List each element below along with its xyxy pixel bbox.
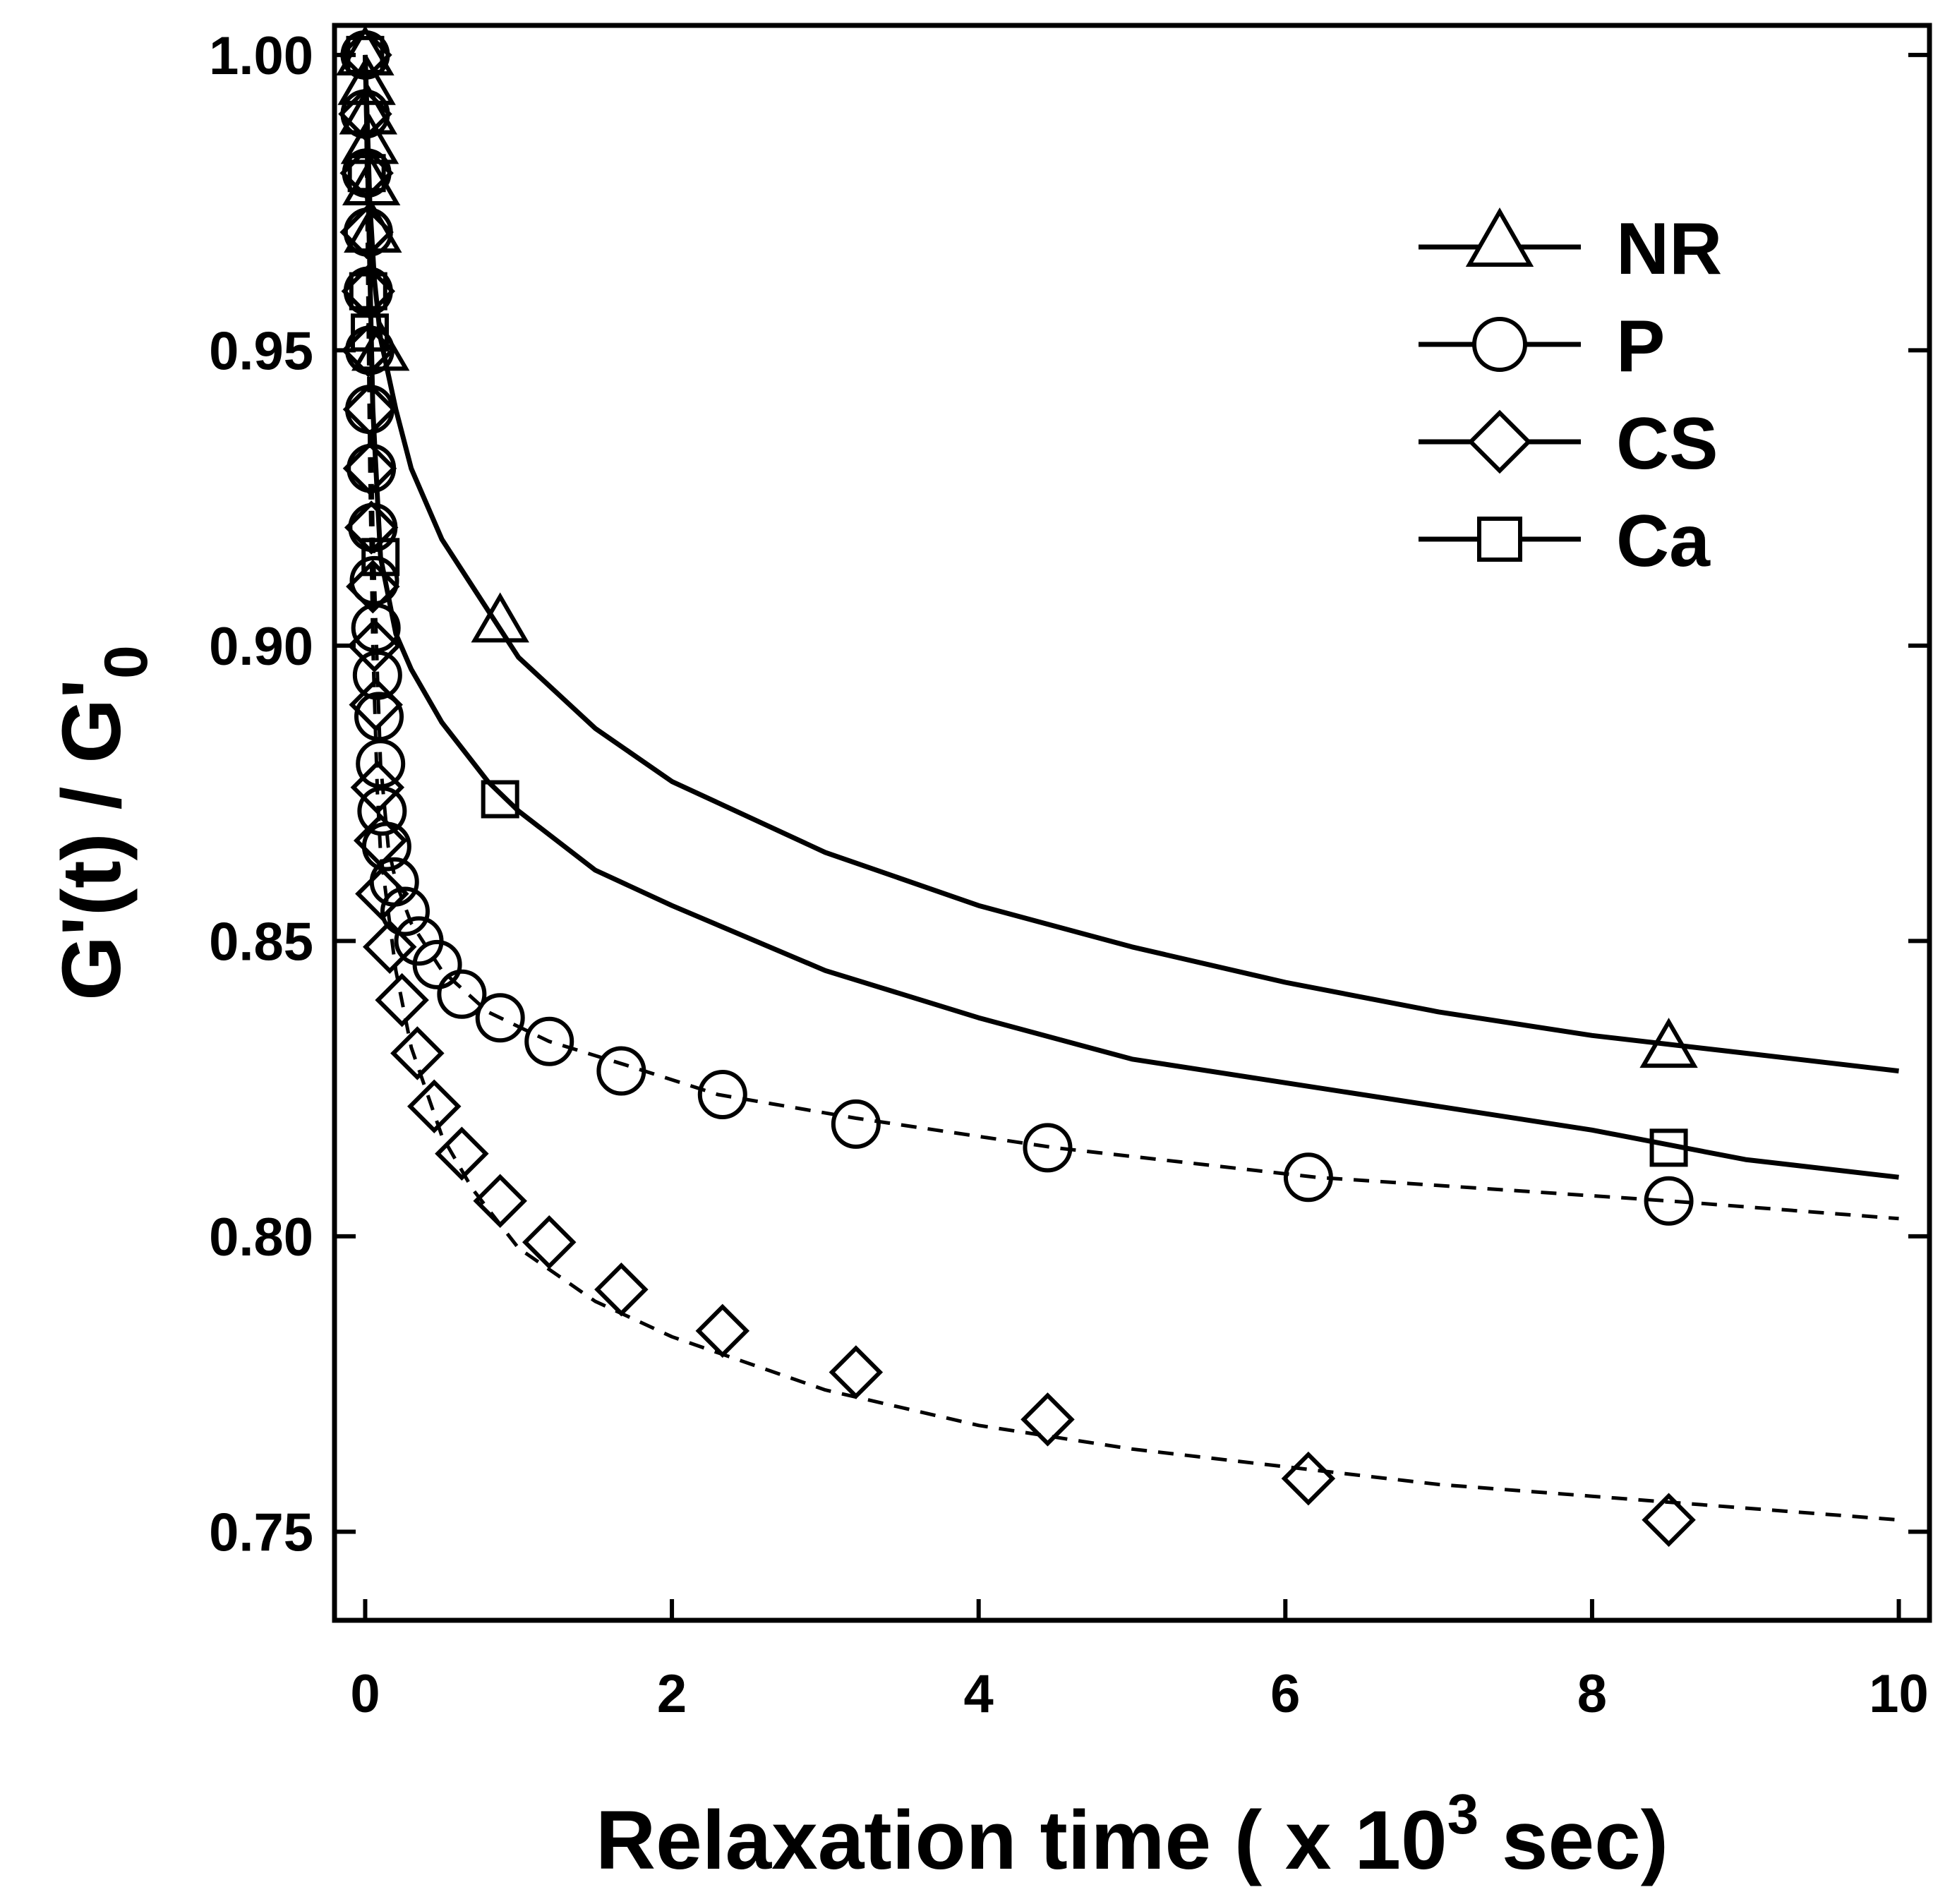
legend-item-nr: NR bbox=[1419, 207, 1722, 290]
data-point-p bbox=[1644, 1176, 1694, 1226]
data-point-cs bbox=[353, 813, 408, 868]
legend-label-ca: Ca bbox=[1616, 500, 1711, 582]
x-axis-title: Relaxation time ( x 103 sec) bbox=[596, 1783, 1668, 1887]
data-point-ca bbox=[481, 780, 519, 819]
data-point-nr bbox=[337, 54, 396, 105]
x-tick-label: 4 bbox=[964, 1664, 994, 1724]
data-point-cs bbox=[375, 972, 429, 1028]
data-point-p bbox=[524, 1016, 574, 1066]
legend-square-marker bbox=[1477, 517, 1522, 562]
y-axis-title-main: G'(t) / G' bbox=[45, 679, 138, 1001]
data-point-cs bbox=[344, 500, 399, 555]
legend-circle-marker bbox=[1472, 317, 1527, 372]
data-point-p bbox=[354, 692, 404, 742]
legend-item-ca: Ca bbox=[1419, 500, 1711, 582]
legend-item-p: P bbox=[1419, 306, 1665, 387]
data-point-nr bbox=[471, 592, 529, 643]
x-tick-label: 6 bbox=[1270, 1664, 1300, 1724]
data-point-cs bbox=[435, 1126, 489, 1181]
data-point-cs bbox=[350, 760, 405, 815]
data-point-p bbox=[831, 1099, 881, 1149]
x-axis-title-main: Relaxation time ( x 10 bbox=[596, 1794, 1447, 1887]
axis-ticks: 0 2 4 6 8 10 0.75 0.80 0.85 0.90 0.95 1.00 bbox=[209, 26, 1929, 1724]
data-point-p bbox=[356, 739, 406, 789]
data-point-ca bbox=[361, 538, 400, 577]
x-tick-label: 2 bbox=[657, 1664, 687, 1724]
legend: NR P CS Ca bbox=[1419, 207, 1722, 582]
data-point-cs bbox=[407, 1079, 462, 1134]
legend-label-nr: NR bbox=[1616, 208, 1722, 290]
data-point-p bbox=[1283, 1152, 1333, 1203]
data-point-p bbox=[352, 650, 402, 700]
data-point-p bbox=[475, 993, 525, 1043]
data-point-p bbox=[1023, 1123, 1073, 1173]
plot-frame bbox=[332, 23, 1932, 1623]
data-point-cs bbox=[829, 1345, 884, 1399]
data-point-cs bbox=[1020, 1392, 1075, 1447]
y-axis-title: G'(t) / G'0 bbox=[45, 645, 160, 1001]
data-point-cs bbox=[339, 205, 394, 260]
legend-triangle-marker bbox=[1465, 207, 1534, 267]
data-point-nr bbox=[1639, 1018, 1698, 1068]
y-tick-label: 0.95 bbox=[209, 321, 313, 381]
y-axis-title-subscript: 0 bbox=[92, 645, 160, 679]
y-tick-label: 0.90 bbox=[209, 617, 313, 677]
data-point-cs bbox=[390, 1026, 445, 1080]
data-point-cs bbox=[346, 559, 400, 614]
data-point-ca bbox=[1649, 1128, 1688, 1167]
y-tick-label: 0.85 bbox=[209, 912, 313, 972]
data-point-cs bbox=[362, 920, 417, 975]
data-point-p bbox=[357, 786, 407, 836]
y-tick-label: 0.75 bbox=[209, 1502, 313, 1562]
legend-diamond-marker bbox=[1467, 409, 1532, 474]
data-point-cs bbox=[522, 1215, 577, 1270]
data-point-cs bbox=[342, 441, 397, 496]
fit-curve-ca bbox=[363, 54, 1899, 1180]
data-point-cs bbox=[355, 867, 409, 921]
data-point-cs bbox=[349, 677, 403, 732]
x-axis-title-superscript: 3 bbox=[1447, 1783, 1479, 1845]
legend-item-cs: CS bbox=[1419, 403, 1718, 485]
x-tick-label: 0 bbox=[350, 1664, 380, 1724]
data-point-cs bbox=[347, 618, 402, 673]
data-point-ca bbox=[347, 154, 386, 193]
data-point-cs bbox=[338, 87, 392, 141]
data-point-p bbox=[380, 886, 430, 936]
data-point-cs bbox=[695, 1303, 750, 1358]
data-point-p bbox=[412, 939, 462, 989]
data-point-cs bbox=[342, 382, 397, 437]
data-point-ca bbox=[349, 272, 387, 311]
data-point-cs bbox=[1281, 1451, 1336, 1506]
y-tick-label: 1.00 bbox=[209, 26, 313, 86]
data-point-p bbox=[596, 1046, 646, 1096]
data-point-cs bbox=[594, 1263, 649, 1317]
data-point-p bbox=[697, 1070, 747, 1120]
data-markers bbox=[336, 25, 1698, 1547]
y-tick-label: 0.80 bbox=[209, 1207, 313, 1267]
x-tick-label: 8 bbox=[1577, 1664, 1607, 1724]
data-point-cs bbox=[473, 1174, 527, 1228]
fit-curve-cs bbox=[363, 54, 1899, 1522]
x-axis-title-unit: sec) bbox=[1479, 1794, 1668, 1887]
legend-label-cs: CS bbox=[1616, 403, 1718, 485]
x-tick-label: 10 bbox=[1869, 1664, 1929, 1724]
data-point-p bbox=[437, 969, 487, 1019]
legend-label-p: P bbox=[1616, 306, 1665, 387]
data-point-cs bbox=[1642, 1493, 1696, 1547]
data-point-ca bbox=[350, 313, 389, 352]
